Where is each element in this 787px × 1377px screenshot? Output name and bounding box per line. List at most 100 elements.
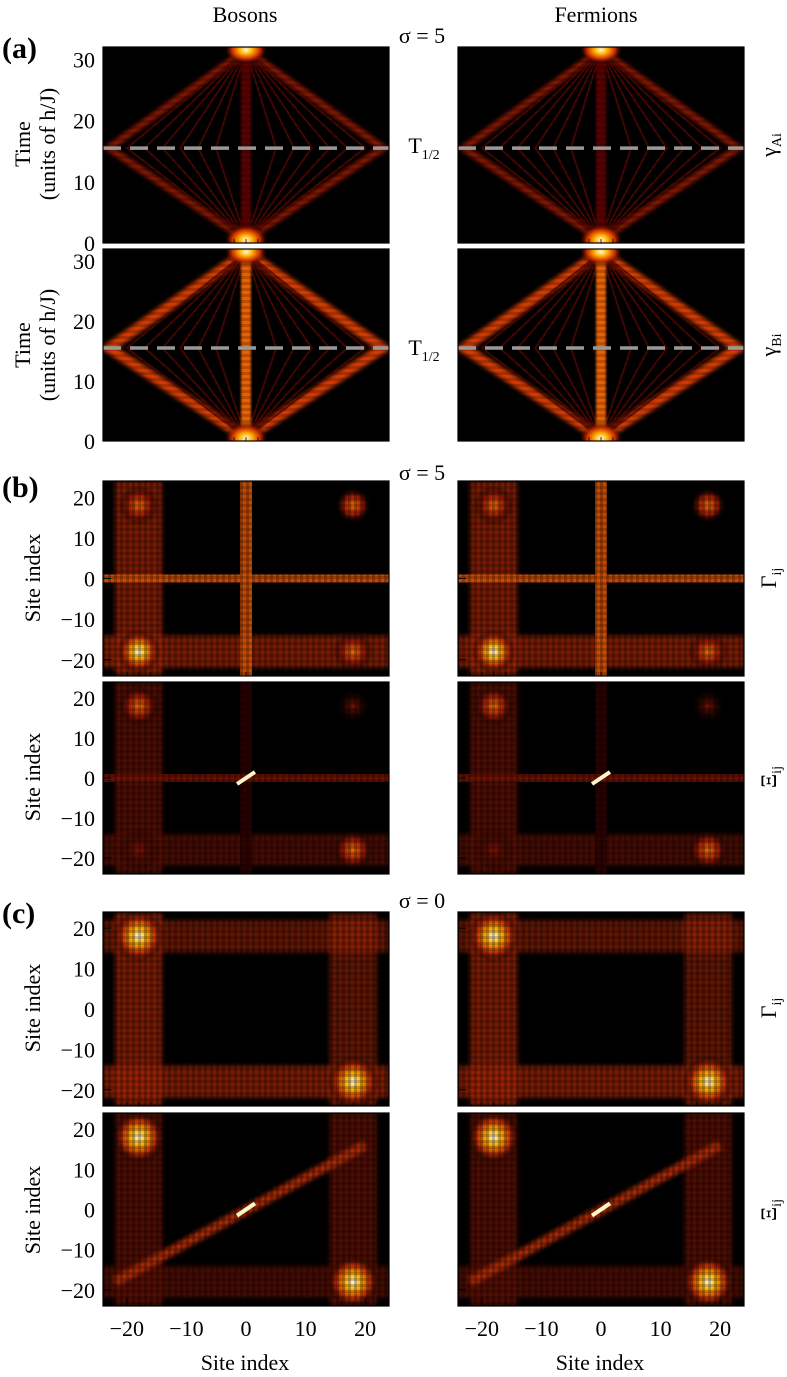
sigma-label-b: σ = 5 <box>399 460 445 485</box>
ytick-label: 0 <box>84 997 95 1022</box>
svg-text:Time: Time <box>10 121 35 167</box>
panel-frame <box>457 911 745 1107</box>
svg-text:Ξij: Ξij <box>756 766 785 788</box>
panel-frame <box>457 681 745 875</box>
ytick-label: −10 <box>61 1238 95 1263</box>
svg-text:γBi: γBi <box>756 333 785 357</box>
ytick-label: 20 <box>73 916 95 941</box>
xtick-label: −20 <box>110 1316 144 1341</box>
ytick-label: −10 <box>61 607 95 632</box>
heatmap-panel-0-fermions <box>457 46 745 244</box>
svg-text:Site index: Site index <box>20 733 45 822</box>
ytick-label: −10 <box>61 1037 95 1062</box>
svg-text:Site index: Site index <box>20 964 45 1053</box>
svg-text:(units of h/J): (units of h/J) <box>35 88 60 200</box>
ytick-label: 10 <box>73 957 95 982</box>
time-step-pixelation <box>103 249 389 441</box>
ylabel-site-c1: Site index <box>20 964 45 1053</box>
panel-frame <box>457 480 745 677</box>
xtick-label: −20 <box>465 1316 499 1341</box>
xtick-label: −10 <box>169 1316 203 1341</box>
ytick-label: 0 <box>84 567 95 592</box>
ytick-label: 0 <box>84 766 95 791</box>
heatmap-panel-3-bosons: −20 −10 0 10 20 <box>61 681 390 875</box>
xtick-label: 20 <box>354 1316 376 1341</box>
svg-text:Γij: Γij <box>756 568 785 589</box>
svg-text:Site index: Site index <box>20 534 45 623</box>
heatmap-panel-4-fermions <box>457 911 745 1107</box>
svg-text:γAi: γAi <box>756 133 785 158</box>
heatmap-panel-3-fermions <box>457 681 745 875</box>
column-title-fermions: Fermions <box>554 2 637 27</box>
panel-frame <box>457 248 745 442</box>
ytick-label: −20 <box>61 1078 95 1103</box>
ytick-label: 30 <box>73 249 95 274</box>
xtick-label: 20 <box>709 1316 731 1341</box>
revival-spot-top <box>579 249 623 266</box>
ylabel-time-1: Time <box>10 121 35 167</box>
ytick-label: 20 <box>73 1117 95 1142</box>
ytick-label: 20 <box>73 686 95 711</box>
ytick-label: −20 <box>61 648 95 673</box>
revival-spot-top <box>579 47 623 65</box>
ylabel-site-c2: Site index <box>20 1166 45 1255</box>
ytick-label: 10 <box>73 369 95 394</box>
panel-frame <box>102 480 390 677</box>
ytick-label: −20 <box>61 1278 95 1303</box>
ytick-label: 0 <box>84 1198 95 1223</box>
ylabel-time-units-2: (units of h/J) <box>35 289 60 401</box>
xtick-label: −10 <box>524 1316 558 1341</box>
ytick-label: −20 <box>61 846 95 871</box>
quantity-label-xi-b: Ξij <box>756 766 785 788</box>
heatmap-panel-4-bosons: −20 −10 0 10 20 <box>61 911 390 1107</box>
heatmap-panel-5-bosons: −20 −20 −10 −10 0 0 10 10 20 20 <box>61 1112 390 1341</box>
heatmap-panel-2-bosons: −20 −10 0 10 20 <box>61 480 390 677</box>
quantity-label-gamma-ai: γAi <box>756 133 785 158</box>
site-pixelation-rows <box>458 912 744 1106</box>
svg-text:Γij: Γij <box>756 998 785 1019</box>
ylabel-time-2: Time <box>10 322 35 368</box>
ytick-label: 20 <box>73 109 95 134</box>
panel-frame <box>102 681 390 875</box>
time-step-pixelation <box>458 47 744 243</box>
quantity-label-big-gamma-c: Γij <box>756 998 785 1019</box>
sigma-label-c: σ = 0 <box>399 888 445 913</box>
site-pixelation-rows <box>103 912 389 1106</box>
panel-frame <box>102 911 390 1107</box>
ylabel-site-b2: Site index <box>20 733 45 822</box>
time-step-pixelation <box>458 249 744 441</box>
diagonal-peak <box>235 1201 257 1218</box>
quantity-label-gamma-bi: γBi <box>756 333 785 357</box>
svg-text:Time: Time <box>10 322 35 368</box>
ylabel-time-units-1: (units of h/J) <box>35 88 60 200</box>
xlabel-bosons: Site index <box>201 1350 290 1375</box>
panel-label-c: (c) <box>2 897 35 930</box>
t-half-label-2: T1/2 <box>408 335 439 365</box>
ytick-label: −10 <box>61 806 95 831</box>
t-half-label-1: T1/2 <box>408 133 439 163</box>
revival-spot-top <box>224 47 268 65</box>
svg-text:Site index: Site index <box>20 1166 45 1255</box>
panel-frame <box>102 46 390 244</box>
ytick-label: 20 <box>73 309 95 334</box>
ytick-label: 10 <box>73 726 95 751</box>
heatmap-panel-0-bosons: 0 10 20 30 <box>73 46 390 256</box>
panel-label-a: (a) <box>2 32 37 65</box>
diagonal-peak <box>235 770 257 786</box>
quantity-label-xi-c: Ξij <box>756 1199 785 1221</box>
heatmap-panel-2-fermions <box>457 480 745 677</box>
ytick-label: 10 <box>73 170 95 195</box>
ytick-label: 20 <box>73 485 95 510</box>
site-pixelation-rows <box>103 481 389 676</box>
panel-label-b: (b) <box>2 471 39 504</box>
initial-spot-bottom <box>579 422 623 441</box>
initial-spot-bottom <box>579 223 623 243</box>
panel-frame <box>102 248 390 442</box>
ytick-label: 10 <box>73 526 95 551</box>
svg-text:(units of h/J): (units of h/J) <box>35 289 60 401</box>
time-step-pixelation <box>103 47 389 243</box>
panel-frame <box>102 1112 390 1307</box>
xtick-label: 0 <box>596 1316 607 1341</box>
heatmap-panels: 01020300102030−20−1001020−20−1001020−20−… <box>61 46 745 1341</box>
